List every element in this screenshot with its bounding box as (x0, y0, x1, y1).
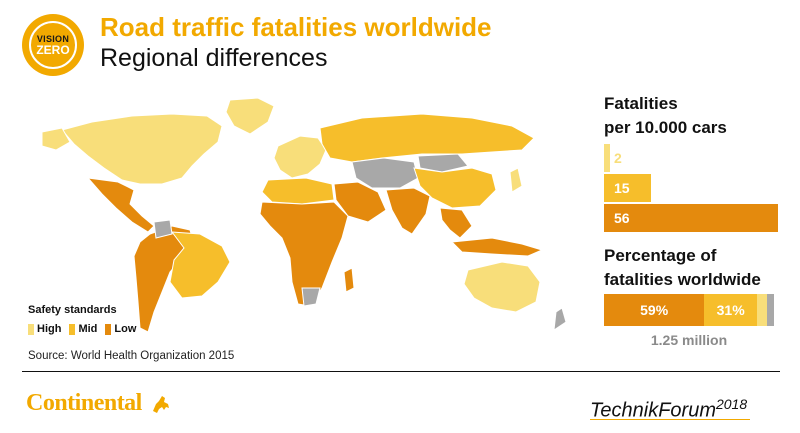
fatalities-heading-line2: per 10.000 cars (604, 118, 727, 137)
region-middle-east (333, 181, 387, 223)
horse-icon (153, 396, 169, 413)
region-indonesia (450, 237, 544, 257)
fatalities-heading: Fatalities per 10.000 cars (604, 92, 727, 140)
region-brazil (169, 231, 231, 299)
region-russia (319, 113, 535, 163)
region-guianas (153, 219, 173, 239)
region-southeast-asia (439, 207, 473, 239)
share-heading-line1: Percentage of (604, 246, 717, 265)
region-new-zealand (553, 307, 567, 332)
legend-swatch-mid (69, 323, 76, 335)
fatalities-bar-mid-label: 15 (614, 180, 630, 196)
legend-swatch-high (28, 323, 34, 335)
legend-item-low: Low (105, 323, 136, 335)
region-western-europe (273, 135, 327, 179)
share-segment-low-label: 59% (640, 302, 669, 318)
share-heading-line2: fatalities worldwide (604, 270, 761, 289)
share-segment-low: 59% (604, 294, 705, 326)
legend-swatch-low (105, 323, 112, 335)
share-total: 1.25 million (650, 332, 728, 348)
vision-zero-logo: VISION ZERO (22, 14, 84, 76)
world-map (41, 97, 567, 333)
legend-label-high: High (37, 323, 62, 335)
continental-logo: Continental (26, 390, 142, 416)
technikforum-label: TechnikForum2018 (590, 396, 747, 423)
region-sub-saharan-africa (259, 201, 349, 307)
legend-label-low: Low (114, 323, 137, 335)
legend: High Mid Low (28, 323, 136, 335)
footer-divider (22, 371, 780, 372)
share-segment-high (756, 294, 768, 326)
region-china (413, 167, 497, 209)
share-segment-nodata (767, 294, 774, 326)
fatalities-heading-line1: Fatalities (604, 94, 678, 113)
region-alaska (41, 127, 71, 151)
fatalities-bar-mid: 15 (604, 174, 651, 202)
region-north-africa (261, 177, 335, 205)
legend-item-mid: Mid (69, 323, 97, 335)
region-north-america (61, 113, 223, 185)
share-heading: Percentage of fatalities worldwide (604, 244, 761, 292)
event-name: TechnikForum (590, 399, 716, 422)
legend-title: Safety standards (28, 304, 117, 316)
page-title: Road traffic fatalities worldwide (100, 12, 492, 42)
region-madagascar (343, 267, 355, 293)
share-segment-mid: 31% (704, 294, 757, 326)
fatalities-bar-low-label: 56 (614, 210, 630, 226)
region-mexico-central-america (86, 177, 155, 233)
region-australia (463, 261, 541, 313)
legend-item-high: High (28, 323, 61, 335)
logo-text-line1: VISION (36, 33, 70, 44)
region-central-asia (351, 157, 419, 189)
region-south-asia (385, 187, 431, 235)
page-subtitle: Regional differences (100, 44, 328, 72)
fatalities-bar-low: 56 (604, 204, 778, 232)
fatalities-bar-high: 2 (604, 144, 640, 172)
share-stacked-bar: 59% 31% (604, 294, 774, 326)
event-underline (590, 419, 750, 420)
logo-text-line2: ZERO (36, 42, 70, 57)
share-segment-mid-label: 31% (716, 302, 745, 318)
fatalities-bar-high-label: 2 (614, 150, 622, 166)
region-japan (509, 167, 523, 193)
legend-label-mid: Mid (78, 323, 98, 335)
event-year: 2018 (715, 396, 748, 412)
region-greenland (225, 97, 275, 135)
region-mongolia (417, 153, 469, 173)
region-southern-africa (301, 287, 321, 307)
source-note: Source: World Health Organization 2015 (28, 350, 235, 362)
